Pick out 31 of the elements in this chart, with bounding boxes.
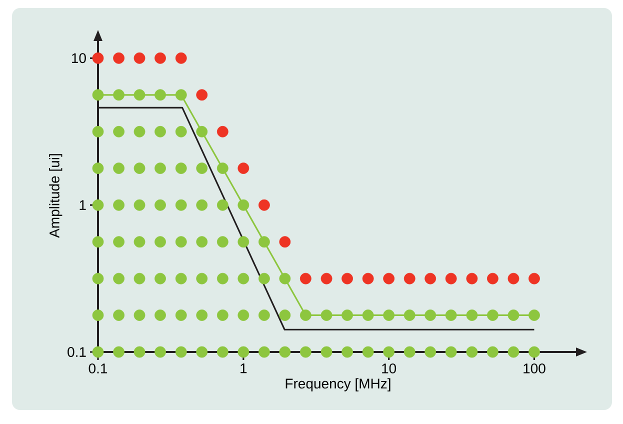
point (92, 52, 104, 64)
point (279, 236, 291, 248)
y-tick-label: 0.1 (68, 347, 86, 357)
point (342, 272, 353, 284)
point (528, 272, 540, 284)
point (175, 52, 187, 64)
point (445, 272, 457, 284)
point (362, 272, 374, 284)
x-tick-label: 10 (382, 364, 396, 374)
point (404, 272, 416, 284)
point (154, 52, 166, 64)
point (466, 272, 478, 284)
point (383, 272, 395, 284)
x-tick-label: 100 (524, 364, 546, 374)
point (113, 52, 124, 64)
y-tick-label: 1 (80, 200, 86, 210)
point (424, 272, 436, 284)
point (486, 272, 498, 284)
point (216, 126, 228, 138)
y-tick-label: 10 (72, 53, 86, 64)
y-axis-title: Amplitude [ui] (49, 154, 62, 238)
point (238, 162, 250, 174)
point (258, 199, 270, 211)
x-tick-label: 0.1 (88, 364, 108, 374)
x-axis-title: Frequency [MHz] (286, 378, 390, 392)
point (320, 272, 332, 284)
x-tick-label: 1 (240, 364, 247, 374)
point (196, 89, 208, 101)
point (508, 272, 520, 284)
point (300, 272, 312, 284)
point (134, 52, 146, 64)
